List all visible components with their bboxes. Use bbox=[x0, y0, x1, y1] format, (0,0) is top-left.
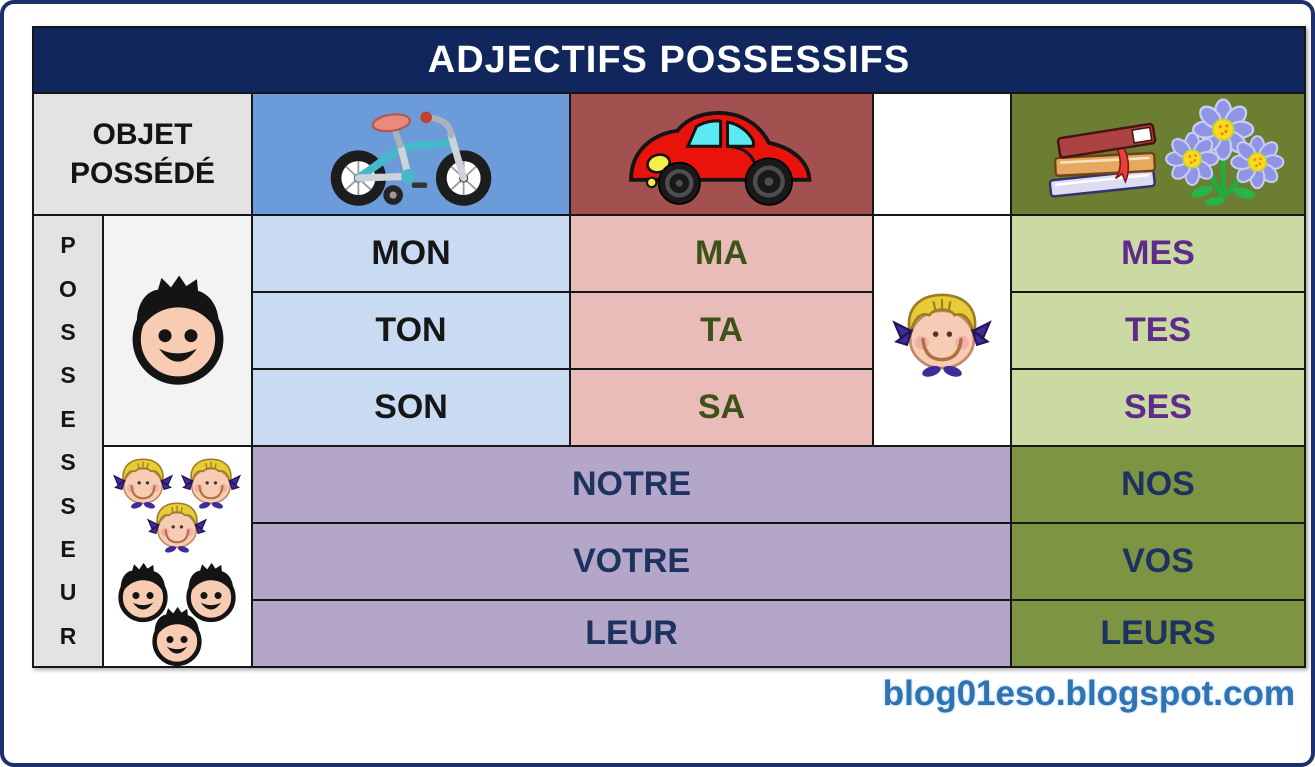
cell-mes: MES bbox=[1012, 216, 1304, 291]
page-title: ADJECTIFS POSSESSIFS bbox=[34, 28, 1304, 92]
girl-face-icon bbox=[889, 278, 995, 384]
singular-possessor-cell bbox=[104, 216, 251, 445]
singular-possessor-girl-cell bbox=[874, 216, 1010, 445]
plural-object-header bbox=[1012, 94, 1304, 214]
object-possessed-line1: OBJET bbox=[92, 118, 193, 151]
cell-sa: SA bbox=[571, 370, 872, 445]
blog-url[interactable]: blog01eso.blogspot.com bbox=[882, 674, 1295, 713]
cell-leur: LEUR bbox=[253, 601, 1010, 666]
possessor-letter: P bbox=[60, 232, 76, 259]
cell-son: SON bbox=[253, 370, 569, 445]
cell-nos: NOS bbox=[1012, 447, 1304, 522]
cell-votre: VOTRE bbox=[253, 524, 1010, 599]
possessive-adjectives-table: ADJECTIFS POSSESSIFS OBJET POSSÉDÉ P O S… bbox=[32, 26, 1306, 668]
car-icon bbox=[609, 98, 834, 210]
possessor-letter: S bbox=[60, 492, 76, 519]
possessor-letter: E bbox=[60, 405, 76, 432]
possessor-letter: R bbox=[59, 622, 77, 649]
object-possessed-header: OBJET POSSÉDÉ bbox=[34, 94, 251, 214]
possessor-axis-label: P O S S E S S E U R bbox=[34, 216, 102, 666]
possessor-letter: S bbox=[60, 319, 76, 346]
feminine-object-header bbox=[571, 94, 872, 214]
possessor-letter: S bbox=[60, 449, 76, 476]
cell-tes: TES bbox=[1012, 293, 1304, 368]
possessor-letter: O bbox=[59, 275, 77, 302]
cell-notre: NOTRE bbox=[253, 447, 1010, 522]
possessor-letter: E bbox=[60, 535, 76, 562]
books-flowers-icon bbox=[1017, 97, 1299, 211]
possessor-letter: U bbox=[59, 579, 77, 606]
cell-vos: VOS bbox=[1012, 524, 1304, 599]
possessor-letter: S bbox=[60, 362, 76, 389]
cell-leurs: LEURS bbox=[1012, 601, 1304, 666]
cell-ta: TA bbox=[571, 293, 872, 368]
masculine-object-header bbox=[253, 94, 569, 214]
blank-header-cell bbox=[874, 94, 1010, 214]
three-girls-icon bbox=[107, 447, 249, 555]
cell-ma: MA bbox=[571, 216, 872, 291]
bicycle-icon bbox=[291, 96, 531, 212]
boy-face-icon bbox=[119, 272, 237, 390]
three-boys-icon bbox=[107, 559, 249, 667]
cell-ton: TON bbox=[253, 293, 569, 368]
plural-possessor-cell bbox=[104, 447, 251, 666]
object-possessed-line2: POSSÉDÉ bbox=[69, 157, 216, 190]
cell-ses: SES bbox=[1012, 370, 1304, 445]
cell-mon: MON bbox=[253, 216, 569, 291]
